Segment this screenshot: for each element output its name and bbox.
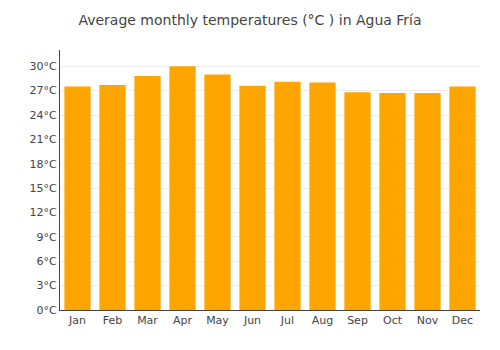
svg-text:6°C: 6°C <box>37 255 57 268</box>
svg-text:May: May <box>206 314 229 327</box>
svg-text:12°C: 12°C <box>30 206 57 219</box>
svg-text:Oct: Oct <box>383 314 403 327</box>
svg-text:Apr: Apr <box>173 314 193 327</box>
svg-text:Sep: Sep <box>347 314 368 327</box>
svg-text:Nov: Nov <box>417 314 439 327</box>
svg-text:9°C: 9°C <box>37 231 57 244</box>
svg-text:Mar: Mar <box>137 314 158 327</box>
svg-text:18°C: 18°C <box>30 158 57 171</box>
svg-text:21°C: 21°C <box>30 133 57 146</box>
svg-text:0°C: 0°C <box>37 304 57 317</box>
svg-text:Jun: Jun <box>243 314 261 327</box>
svg-text:24°C: 24°C <box>30 109 57 122</box>
svg-text:Aug: Aug <box>312 314 333 327</box>
svg-text:Average monthly temperatures (: Average monthly temperatures (°C ) in Ag… <box>78 12 421 28</box>
svg-text:3°C: 3°C <box>37 279 57 292</box>
svg-text:Jul: Jul <box>280 314 294 327</box>
svg-text:27°C: 27°C <box>30 84 57 97</box>
svg-text:Jan: Jan <box>68 314 86 327</box>
svg-text:Dec: Dec <box>452 314 473 327</box>
svg-text:30°C: 30°C <box>30 60 57 73</box>
svg-text:15°C: 15°C <box>30 182 57 195</box>
svg-text:Feb: Feb <box>103 314 122 327</box>
